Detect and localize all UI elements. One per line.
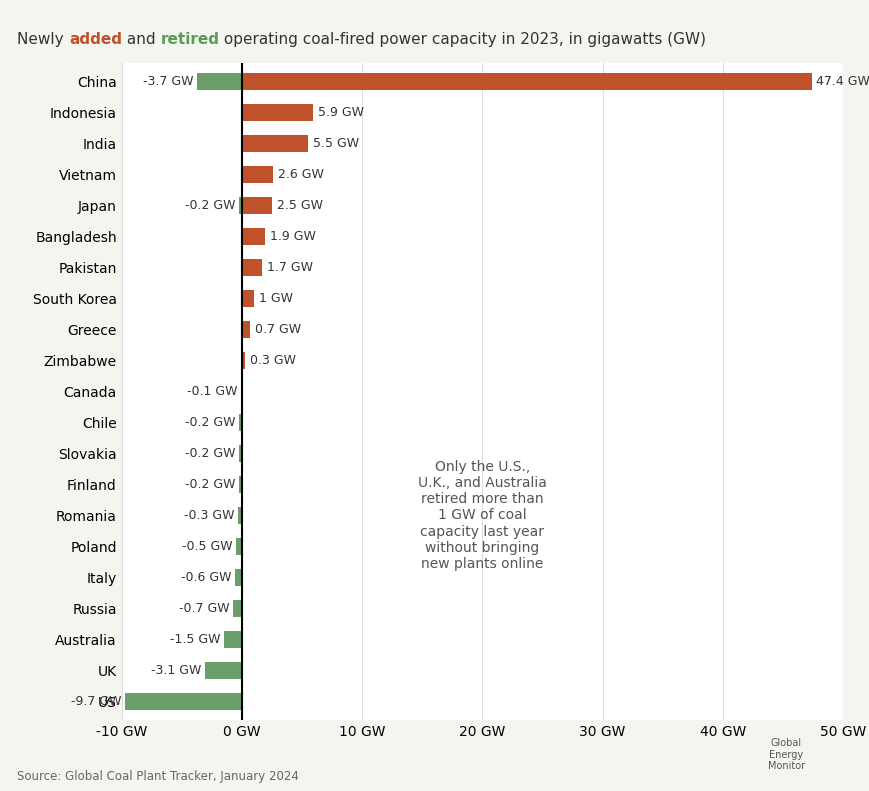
Text: 2.6 GW: 2.6 GW: [278, 168, 324, 181]
Text: -0.2 GW: -0.2 GW: [185, 416, 235, 429]
Bar: [234, 600, 242, 617]
Bar: [240, 445, 242, 462]
Text: Global
Energy
Monitor: Global Energy Monitor: [768, 738, 805, 771]
Text: -0.6 GW: -0.6 GW: [181, 571, 231, 584]
Text: 0.7 GW: 0.7 GW: [255, 323, 302, 336]
Text: -0.2 GW: -0.2 GW: [185, 478, 235, 491]
Bar: [242, 166, 273, 184]
Text: 2.5 GW: 2.5 GW: [276, 199, 322, 212]
Text: 1.7 GW: 1.7 GW: [267, 261, 313, 274]
Bar: [242, 74, 812, 90]
Text: retired: retired: [161, 32, 219, 47]
Text: 5.5 GW: 5.5 GW: [313, 138, 359, 150]
Text: Source: Global Coal Plant Tracker, January 2024: Source: Global Coal Plant Tracker, Janua…: [17, 770, 299, 783]
Bar: [224, 630, 242, 648]
Text: added: added: [69, 32, 122, 47]
Bar: [242, 321, 250, 338]
Bar: [235, 538, 242, 555]
Bar: [238, 507, 242, 524]
Bar: [242, 104, 313, 121]
Text: -1.5 GW: -1.5 GW: [169, 633, 220, 645]
Text: 47.4 GW: 47.4 GW: [817, 75, 869, 89]
Text: -3.1 GW: -3.1 GW: [150, 664, 201, 677]
Bar: [240, 476, 242, 493]
Text: -0.2 GW: -0.2 GW: [185, 199, 235, 212]
Bar: [240, 197, 242, 214]
Bar: [125, 693, 242, 710]
Text: -9.7 GW: -9.7 GW: [71, 694, 122, 708]
Text: -0.7 GW: -0.7 GW: [179, 602, 229, 615]
Text: and: and: [122, 32, 161, 47]
Text: Only the U.S.,
U.K., and Australia
retired more than
1 GW of coal
capacity last : Only the U.S., U.K., and Australia retir…: [418, 460, 547, 571]
Bar: [242, 197, 272, 214]
Bar: [240, 414, 242, 431]
Bar: [242, 135, 308, 153]
Text: -0.3 GW: -0.3 GW: [184, 509, 235, 522]
Text: -3.7 GW: -3.7 GW: [143, 75, 194, 89]
Bar: [242, 259, 262, 276]
Bar: [242, 290, 254, 307]
Text: 1 GW: 1 GW: [259, 292, 293, 305]
Text: 5.9 GW: 5.9 GW: [317, 106, 363, 119]
Bar: [242, 352, 245, 369]
Bar: [204, 662, 242, 679]
Text: 1.9 GW: 1.9 GW: [269, 230, 315, 243]
Text: Newly: Newly: [17, 32, 69, 47]
Text: operating coal-fired power capacity in 2023, in gigawatts (GW): operating coal-fired power capacity in 2…: [219, 32, 706, 47]
Text: -0.2 GW: -0.2 GW: [185, 447, 235, 460]
Bar: [197, 74, 242, 90]
Text: 0.3 GW: 0.3 GW: [250, 354, 296, 367]
Bar: [235, 569, 242, 586]
Text: -0.5 GW: -0.5 GW: [182, 540, 232, 553]
Bar: [241, 383, 242, 400]
Bar: [242, 228, 265, 245]
Text: -0.1 GW: -0.1 GW: [187, 385, 237, 398]
